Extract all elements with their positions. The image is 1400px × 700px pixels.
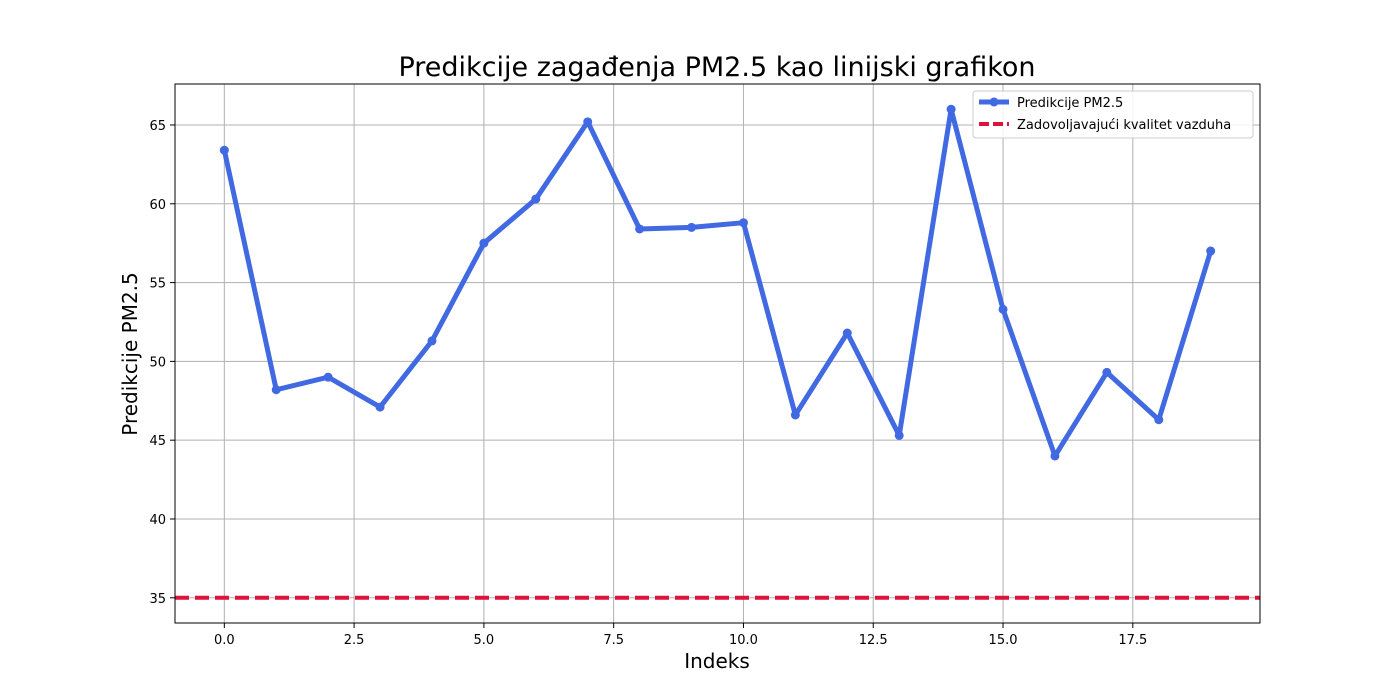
data-point [583,117,593,127]
data-point [687,222,697,232]
data-point [375,402,385,412]
data-point [1050,451,1060,461]
x-tick-label: 0.0 [214,633,235,648]
y-axis-label: Predikcije PM2.5 [118,272,142,436]
legend-marker-series [989,97,999,107]
data-point [790,410,800,420]
x-tick-label: 2.5 [344,633,365,648]
y-tick-label: 60 [149,198,166,213]
data-point [427,336,437,346]
data-point [271,385,281,395]
data-series [219,104,1216,461]
data-point [894,430,904,440]
y-tick-label: 35 [149,592,166,607]
data-point [842,328,852,338]
data-point [1154,415,1164,425]
y-tick-label: 40 [149,513,166,528]
data-point [1102,367,1112,377]
x-tick-label: 5.0 [474,633,495,648]
data-point [946,104,956,114]
series-line [221,106,1214,459]
plot-frame [174,83,1261,624]
x-tick-label: 17.5 [1118,633,1147,648]
legend-box [972,90,1254,139]
data-point [219,145,229,155]
data-point [479,238,489,248]
legend-label-reference: Zadovoljavajući kvalitet vazduha [1017,118,1231,133]
data-point [635,224,645,234]
data-point [738,218,748,228]
x-tick-label: 12.5 [859,633,888,648]
data-point [531,194,541,204]
grid [175,84,1260,623]
x-tick-label: 7.5 [603,633,624,648]
x-tick-label: 15.0 [989,633,1018,648]
y-tick-label: 55 [149,277,166,292]
x-tick-label: 10.0 [729,633,758,648]
data-point [323,372,333,382]
data-point [1206,246,1216,256]
axes: 0.0 2.5 5.0 7.5 10.0 12.5 15.0 17.5 35 40 45 50 55 60… [149,83,1261,648]
legend: Predikcije PM2.5 Zadovoljavajući kvalitet… [972,90,1254,139]
data-point [998,304,1008,314]
chart-title: Predikcije zagađenja PM2.5 kao linijski … [398,52,1035,83]
legend-label-series: Predikcije PM2.5 [1017,96,1123,111]
x-axis-label: Indeks [684,649,750,673]
y-tick-label: 65 [149,119,166,134]
y-tick-label: 45 [149,434,166,449]
y-tick-label: 50 [149,355,166,370]
